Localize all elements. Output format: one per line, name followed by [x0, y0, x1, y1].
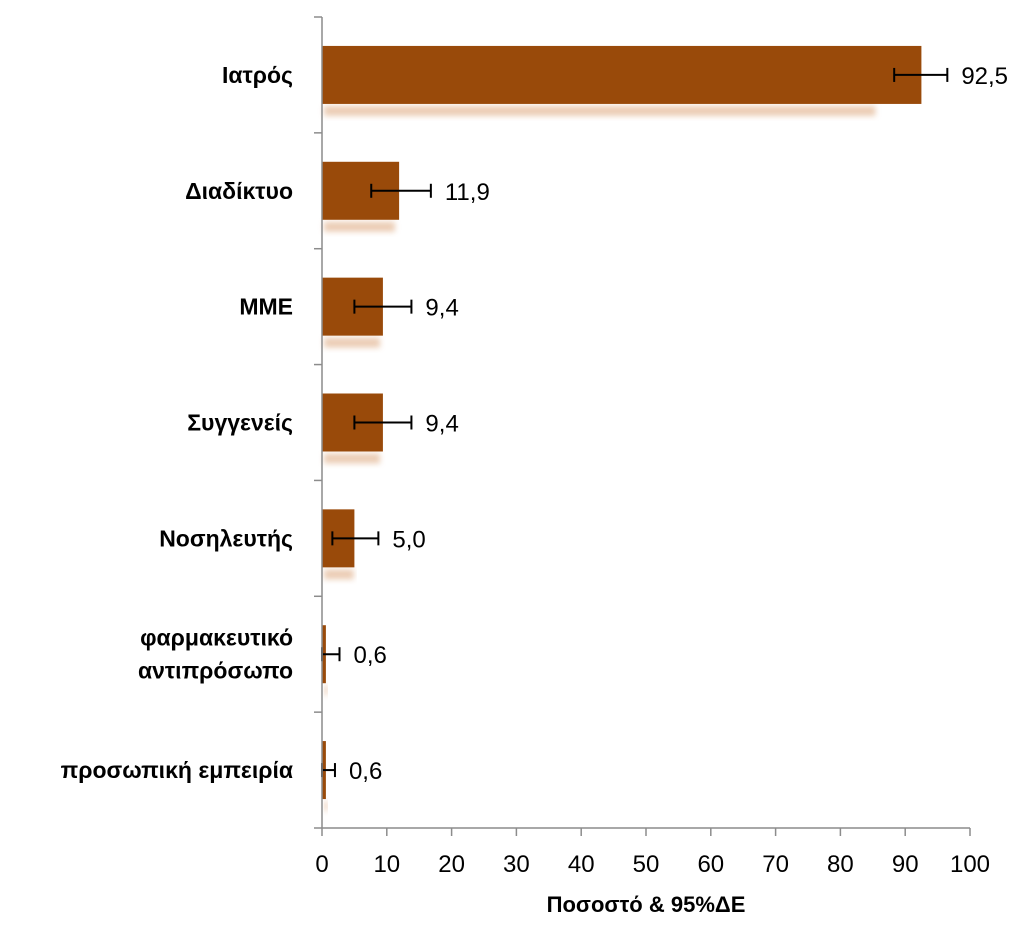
data-label: 92,5 [961, 63, 1008, 90]
bar-shadows [324, 105, 876, 812]
category-label: ΜΜΕ [239, 294, 293, 320]
data-label: 0,6 [353, 642, 386, 669]
data-label: 11,9 [445, 179, 490, 206]
labels: 0 10 20 30 40 50 60 70 80 90 100 92,5 Ιατρός 11,9 Διαδ… [61, 62, 1008, 878]
bar-shadow [324, 685, 328, 696]
x-tick-label: 60 [697, 851, 724, 878]
category-label: Συγγενείς [187, 410, 293, 436]
bar-shadow [324, 337, 381, 348]
x-axis-title: Ποσοστό & 95%ΔΕ [547, 892, 746, 917]
category-label: Ιατρός [222, 62, 293, 88]
x-tick-label: 90 [892, 851, 919, 878]
data-label: 9,4 [425, 295, 458, 322]
x-tick-label: 70 [762, 851, 789, 878]
x-tick-label: 80 [827, 851, 854, 878]
x-tick-label: 10 [373, 851, 400, 878]
data-label: 0,6 [349, 758, 382, 785]
bar-shadow [324, 569, 354, 580]
bar-shadow [324, 221, 395, 232]
x-tick-label: 100 [950, 851, 990, 878]
bars [322, 45, 922, 800]
x-tick-label: 30 [503, 851, 530, 878]
axes [314, 16, 971, 836]
category-label: αντιπρόσωπο [138, 658, 293, 684]
category-label: Διαδίκτυο [185, 178, 293, 204]
x-tick-label: 50 [633, 851, 660, 878]
x-tick-label: 20 [438, 851, 465, 878]
bar-shadow [324, 105, 876, 116]
category-label: Νοσηλευτής [159, 525, 293, 551]
x-tick-label: 40 [568, 851, 595, 878]
data-label: 9,4 [425, 411, 458, 438]
category-label: φαρμακευτικό [140, 625, 293, 651]
error-bars [321, 67, 949, 778]
data-label: 5,0 [392, 526, 425, 553]
bar-shadow [324, 801, 328, 812]
bar-shadow [324, 453, 381, 464]
bar [322, 45, 922, 104]
category-label: προσωπική εμπειρία [61, 757, 293, 783]
x-tick-label: 0 [315, 851, 328, 878]
